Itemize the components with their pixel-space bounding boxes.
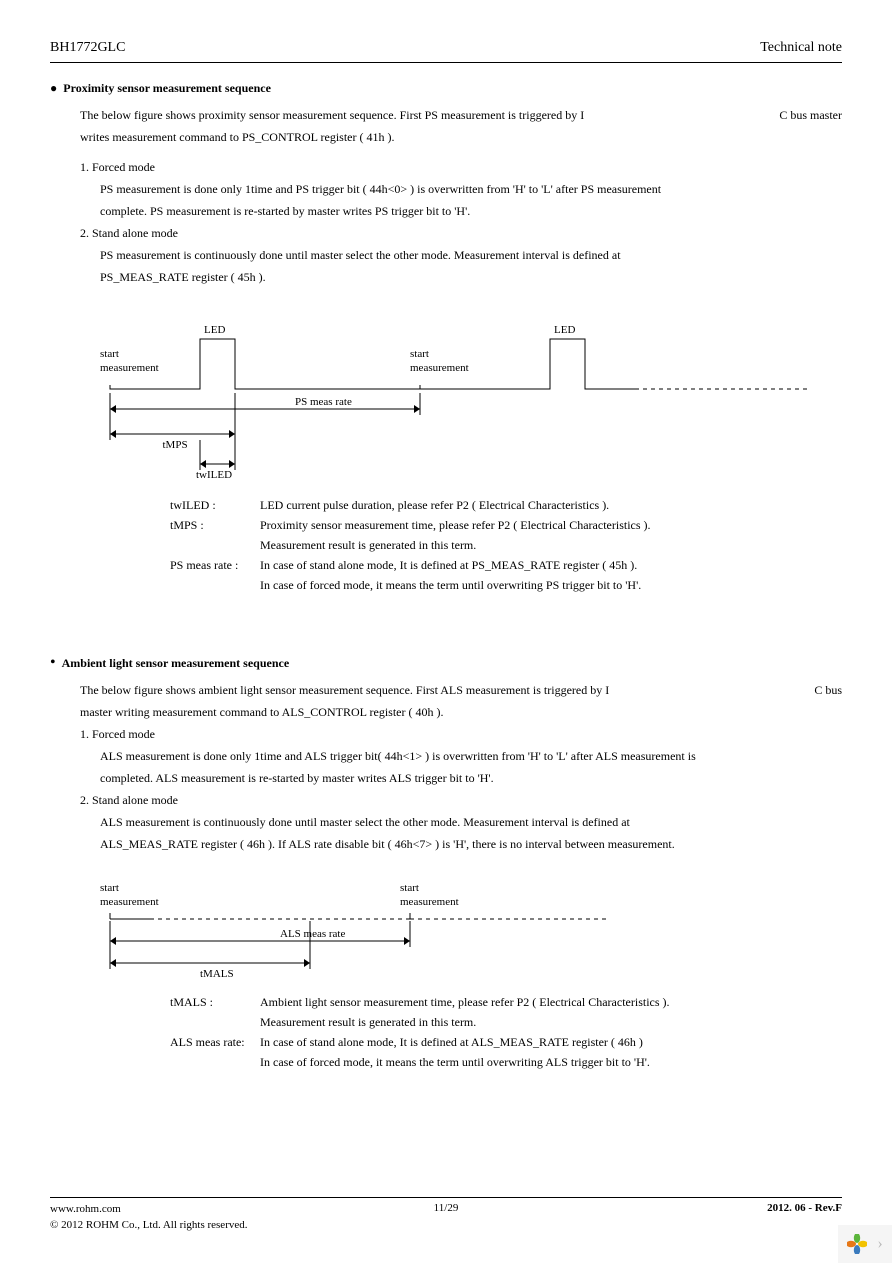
- svg-text:start: start: [410, 348, 429, 360]
- svg-text:ALS meas rate: ALS meas rate: [280, 928, 345, 940]
- ps-mode1-l2: complete. PS measurement is re-started b…: [100, 202, 842, 220]
- als-mode2-l1: ALS measurement is continuously done unt…: [100, 813, 842, 831]
- svg-text:measurement: measurement: [400, 896, 459, 908]
- svg-text:measurement: measurement: [100, 362, 159, 374]
- als-intro-line1: The below figure shows ambient light sen…: [80, 681, 842, 699]
- svg-text:start: start: [400, 882, 419, 894]
- svg-text:start: start: [100, 882, 119, 894]
- als-timing-diagram: start measurement start measurement ALS meas…: [50, 871, 842, 981]
- svg-text:LED: LED: [204, 324, 225, 336]
- header-doc-type: Technical note: [760, 40, 842, 56]
- logo-icon: [847, 1234, 867, 1254]
- ps-mode2-l1: PS measurement is continuously done unti…: [100, 246, 842, 264]
- footer-copyright: © 2012 ROHM Co., Ltd. All rights reserve…: [50, 1218, 247, 1233]
- svg-text:measurement: measurement: [410, 362, 469, 374]
- ps-mode2-l2: PS_MEAS_RATE register ( 45h ).: [100, 268, 842, 286]
- page-footer: www.rohm.com © 2012 ROHM Co., Ltd. All r…: [50, 1197, 842, 1233]
- als-mode1-l1: ALS measurement is done only 1time and A…: [100, 747, 842, 765]
- ps-mode2-title: 2. Stand alone mode: [80, 224, 842, 242]
- page-header: BH1772GLC Technical note: [50, 40, 842, 63]
- als-title: Ambient light sensor measurement sequenc…: [62, 656, 290, 671]
- svg-text:start: start: [100, 348, 119, 360]
- svg-text:PS meas rate: PS meas rate: [295, 396, 352, 408]
- svg-text:twILED: twILED: [196, 469, 232, 481]
- svg-text:tMPS: tMPS: [163, 439, 188, 451]
- ps-mode1-l1: PS measurement is done only 1time and PS…: [100, 180, 842, 198]
- corner-widget[interactable]: ›: [838, 1225, 892, 1263]
- ps-intro-line1: The below figure shows proximity sensor …: [80, 106, 842, 124]
- ps-intro-line2: writes measurement command to PS_CONTROL…: [80, 128, 842, 146]
- ps-mode1-title: 1. Forced mode: [80, 158, 842, 176]
- ps-timing-diagram: start measurement start measurement LED LED PS…: [50, 304, 842, 484]
- svg-text:tMALS: tMALS: [200, 968, 234, 980]
- als-defs: tMALS :Ambient light sensor measurement …: [170, 993, 842, 1071]
- als-mode1-l2: completed. ALS measurement is re-started…: [100, 769, 842, 787]
- als-mode2-title: 2. Stand alone mode: [80, 791, 842, 809]
- header-part-number: BH1772GLC: [50, 40, 125, 56]
- ps-title: Proximity sensor measurement sequence: [63, 81, 271, 96]
- als-intro-line2: master writing measurement command to AL…: [80, 703, 842, 721]
- footer-url: www.rohm.com: [50, 1202, 247, 1217]
- footer-rev: 2012. 06 - Rev.F: [767, 1202, 842, 1233]
- footer-page: 11/29: [434, 1202, 459, 1214]
- als-mode2-l2: ALS_MEAS_RATE register ( 46h ). If ALS r…: [100, 835, 842, 853]
- svg-text:LED: LED: [554, 324, 575, 336]
- ps-defs: twILED :LED current pulse duration, plea…: [170, 496, 842, 594]
- chevron-right-icon: ›: [877, 1235, 882, 1253]
- svg-text:measurement: measurement: [100, 896, 159, 908]
- als-section-heading: • Ambient light sensor measurement seque…: [50, 656, 842, 681]
- als-mode1-title: 1. Forced mode: [80, 725, 842, 743]
- ps-section-heading: ● Proximity sensor measurement sequence: [50, 81, 842, 106]
